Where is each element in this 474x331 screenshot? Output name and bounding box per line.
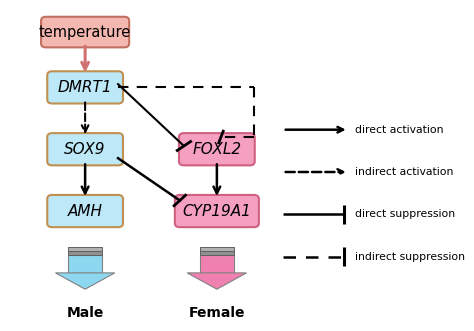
Text: Female: Female (189, 306, 245, 320)
FancyBboxPatch shape (179, 133, 255, 166)
Text: AMH: AMH (68, 204, 102, 218)
Polygon shape (200, 255, 234, 273)
FancyBboxPatch shape (175, 195, 259, 227)
Polygon shape (200, 247, 234, 251)
FancyBboxPatch shape (41, 17, 129, 47)
FancyBboxPatch shape (47, 71, 123, 104)
Text: Male: Male (66, 306, 104, 320)
Text: indirect suppression: indirect suppression (355, 252, 465, 261)
Polygon shape (55, 273, 115, 289)
Text: direct suppression: direct suppression (355, 209, 455, 219)
Polygon shape (200, 251, 234, 255)
FancyBboxPatch shape (47, 195, 123, 227)
Polygon shape (68, 251, 102, 255)
Text: temperature: temperature (39, 24, 131, 40)
FancyBboxPatch shape (47, 133, 123, 166)
Polygon shape (68, 255, 102, 273)
Text: SOX9: SOX9 (64, 142, 106, 157)
Text: CYP19A1: CYP19A1 (182, 204, 251, 218)
Text: indirect activation: indirect activation (355, 167, 453, 177)
Polygon shape (68, 247, 102, 251)
Text: DMRT1: DMRT1 (58, 80, 112, 95)
Polygon shape (187, 273, 246, 289)
Text: direct activation: direct activation (355, 125, 443, 135)
Text: FOXL2: FOXL2 (192, 142, 241, 157)
